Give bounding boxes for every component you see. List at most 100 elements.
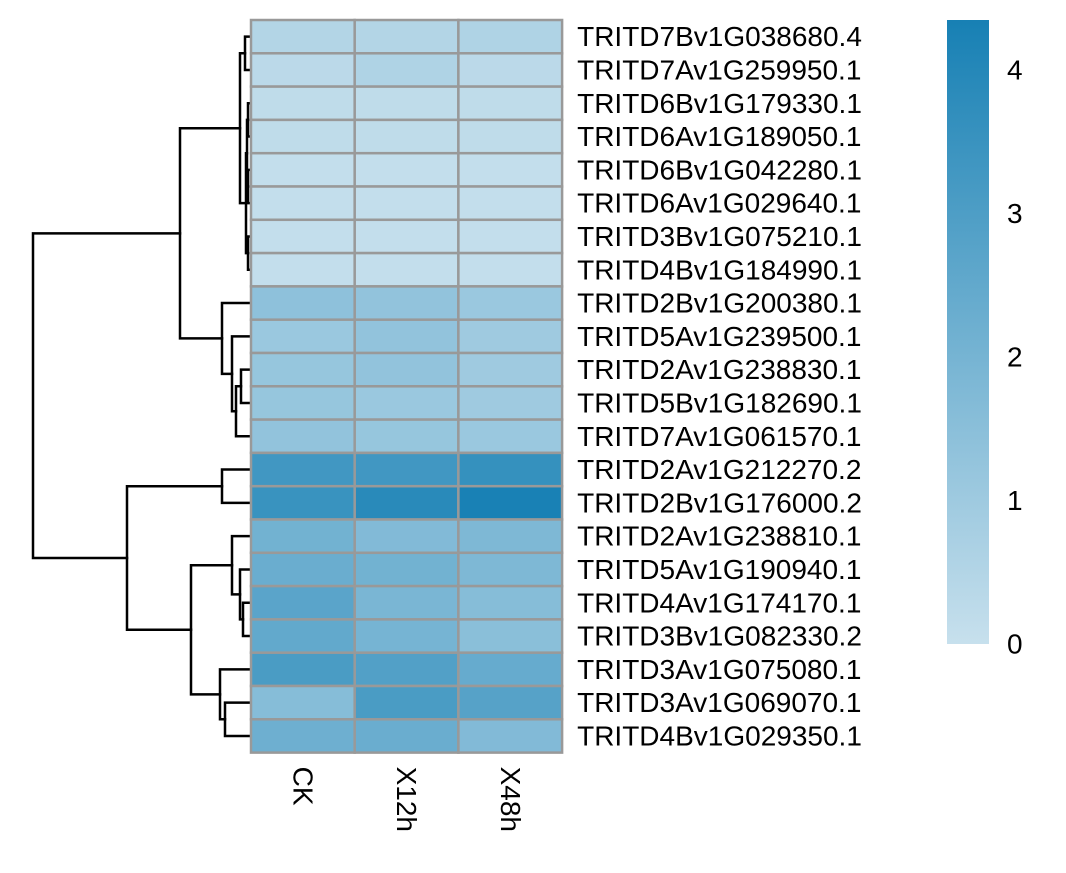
heatmap-cell	[353, 484, 460, 521]
row-label: TRITD6Bv1G179330.1	[577, 88, 862, 119]
heatmap-cells	[249, 18, 564, 754]
row-label: TRITD3Bv1G082330.2	[577, 621, 862, 652]
legend-tick-label: 0	[1007, 629, 1023, 660]
heatmap-cell	[249, 185, 356, 222]
color-legend: 0 1 2 3 4	[947, 20, 1023, 660]
heatmap-cell	[353, 251, 460, 288]
heatmap-cell	[353, 584, 460, 621]
heatmap-cell	[353, 85, 460, 122]
heatmap-cell	[249, 651, 356, 688]
row-label: TRITD4Bv1G029350.1	[577, 720, 862, 751]
heatmap-cell	[457, 18, 564, 55]
row-label: TRITD6Av1G029640.1	[577, 188, 861, 219]
column-labels: CK X12h X48h	[287, 767, 525, 832]
heatmap-cell	[353, 318, 460, 355]
row-label: TRITD3Bv1G075210.1	[577, 221, 862, 252]
legend-color-bar	[947, 20, 989, 644]
dendrogram-branch-20	[31, 232, 182, 560]
heatmap-cell	[457, 185, 564, 222]
heatmap-cell	[457, 385, 564, 421]
heatmap-cell	[249, 118, 356, 155]
heatmap-cell	[457, 218, 564, 255]
row-label: TRITD2Av1G238810.1	[577, 521, 861, 552]
dendrogram-branch-15	[230, 534, 253, 596]
heatmap-cell	[353, 385, 460, 421]
heatmap-cell	[457, 618, 564, 654]
heatmap-cell	[353, 718, 460, 754]
heatmap-cell	[353, 618, 460, 654]
row-label: TRITD7Bv1G038680.4	[577, 21, 862, 52]
heatmap-cell	[457, 551, 564, 588]
heatmap-cell	[457, 52, 564, 88]
dendrogram-branch-11	[178, 126, 242, 340]
heatmap-cell	[457, 318, 564, 355]
heatmap-cell	[457, 351, 564, 388]
row-label: TRITD2Bv1G200380.1	[577, 288, 862, 319]
heatmap-cell	[353, 518, 460, 555]
row-label: TRITD2Av1G238830.1	[577, 354, 861, 385]
row-label: TRITD5Av1G190940.1	[577, 554, 861, 585]
heatmap-cell	[353, 451, 460, 488]
heatmap-cell	[353, 351, 460, 388]
row-label: TRITD6Av1G189050.1	[577, 121, 861, 152]
heatmap-cell	[457, 651, 564, 688]
heatmap-cell	[249, 451, 356, 488]
column-label: X48h	[495, 767, 526, 832]
heatmap-cell	[249, 584, 356, 621]
row-label: TRITD2Av1G212270.2	[577, 454, 861, 485]
heatmap-cell	[249, 518, 356, 555]
row-dendrogram	[31, 35, 253, 738]
dendrogram-branch-7	[239, 368, 253, 405]
heatmap-cell	[353, 285, 460, 321]
heatmap-cell	[457, 151, 564, 188]
heatmap-cell	[249, 218, 356, 255]
heatmap-cell	[249, 484, 356, 521]
heatmap-cell	[249, 318, 356, 355]
legend-tick-label: 1	[1007, 485, 1023, 516]
row-label: TRITD5Av1G239500.1	[577, 321, 861, 352]
heatmap-cell	[249, 385, 356, 421]
heatmap-cell	[457, 584, 564, 621]
heatmap-cell	[457, 451, 564, 488]
row-label: TRITD4Bv1G184990.1	[577, 254, 862, 285]
heatmap-cell	[353, 684, 460, 721]
legend-tick-label: 2	[1007, 342, 1023, 373]
legend-tick-label: 3	[1007, 198, 1023, 229]
row-label: TRITD7Av1G061570.1	[577, 421, 861, 452]
row-label: TRITD6Bv1G042280.1	[577, 154, 862, 185]
row-label: TRITD2Bv1G176000.2	[577, 487, 862, 518]
heatmap-cell	[249, 52, 356, 88]
heatmap-cell	[249, 85, 356, 122]
heatmap-cell	[353, 185, 460, 222]
legend-tick-label: 4	[1007, 55, 1023, 86]
heatmap-cell	[353, 18, 460, 55]
heatmap-cell	[457, 118, 564, 155]
heatmap-cell	[249, 418, 356, 455]
heatmap-cell	[457, 718, 564, 754]
row-label: TRITD7Av1G259950.1	[577, 54, 861, 85]
heatmap-cell	[249, 351, 356, 388]
column-label: CK	[287, 767, 318, 806]
dendrogram-branch-10	[220, 301, 253, 376]
row-label: TRITD5Bv1G182690.1	[577, 387, 862, 418]
heatmap-cell	[457, 518, 564, 555]
dendrogram-branch-8	[234, 385, 253, 438]
dendrogram-branch-14	[238, 568, 253, 621]
heatmap-cell	[249, 251, 356, 288]
heatmap-cell	[249, 718, 356, 754]
heatmap-cell	[457, 684, 564, 721]
heatmap-cell	[353, 52, 460, 88]
heatmap-cell	[457, 418, 564, 455]
row-label: TRITD3Av1G075080.1	[577, 654, 861, 685]
row-label: TRITD3Av1G069070.1	[577, 687, 861, 718]
heatmap-cell	[249, 18, 356, 55]
row-label: TRITD4Av1G174170.1	[577, 587, 861, 618]
heatmap-cell	[457, 285, 564, 321]
heatmap-cell	[353, 151, 460, 188]
heatmap-cell	[353, 218, 460, 255]
dendrogram-branch-16	[223, 701, 253, 738]
dendrogram-branch-18	[189, 564, 234, 696]
heatmap-cell	[353, 118, 460, 155]
heatmap-cell	[249, 618, 356, 654]
